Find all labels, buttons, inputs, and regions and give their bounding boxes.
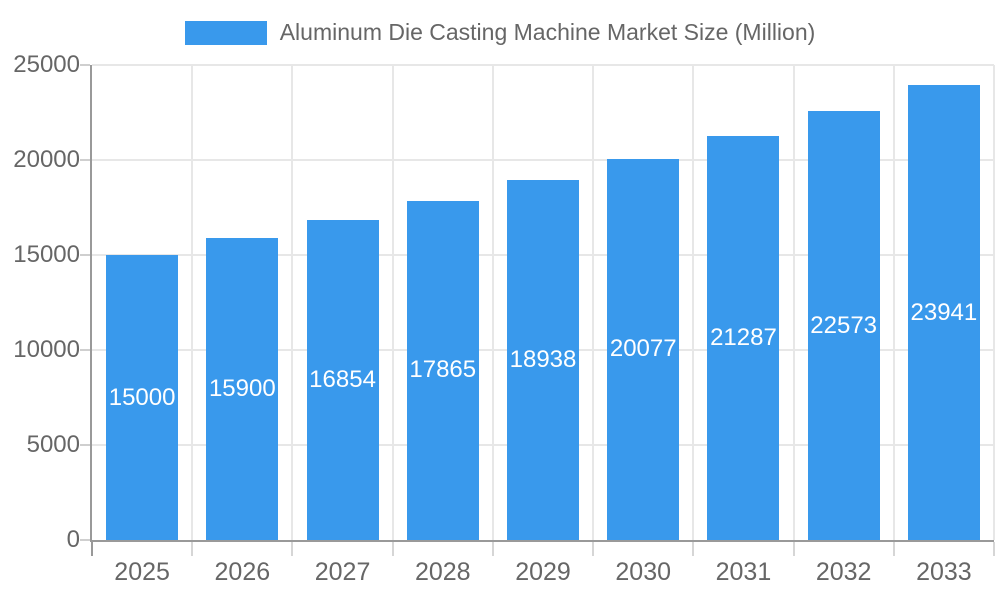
legend-label: Aluminum Die Casting Machine Market Size… bbox=[279, 19, 816, 45]
x-tick-mark bbox=[692, 542, 695, 556]
y-axis-tick-label: 5000 bbox=[26, 431, 80, 458]
x-gridline bbox=[592, 65, 595, 540]
x-tick-mark bbox=[391, 542, 394, 556]
y-tick-mark bbox=[80, 349, 90, 351]
bar: 23941 bbox=[907, 85, 980, 540]
bar: 18938 bbox=[507, 180, 579, 540]
y-axis-tick-label: 20000 bbox=[13, 146, 80, 173]
x-gridline bbox=[892, 65, 895, 540]
x-axis-tick-label: 2025 bbox=[114, 558, 170, 586]
bar: 15900 bbox=[206, 237, 279, 540]
x-axis-tick-label: 2032 bbox=[815, 558, 872, 586]
y-gridline bbox=[92, 64, 994, 66]
x-axis-tick-label: 2031 bbox=[715, 558, 772, 586]
x-gridline bbox=[291, 65, 294, 540]
bar-value-label: 15900 bbox=[208, 374, 276, 402]
x-tick-mark bbox=[291, 542, 294, 556]
x-axis-tick-label: 2026 bbox=[214, 558, 271, 586]
bar: 15000 bbox=[106, 255, 179, 540]
x-gridline bbox=[491, 65, 494, 540]
legend-item[interactable]: Aluminum Die Casting Machine Market Size… bbox=[184, 19, 816, 46]
bar-value-label: 20077 bbox=[609, 335, 677, 363]
y-gridline bbox=[92, 159, 994, 161]
x-gridline bbox=[391, 65, 394, 540]
y-axis-tick-label: 10000 bbox=[13, 336, 80, 363]
bar-value-label: 16854 bbox=[309, 365, 376, 393]
x-axis-tick-label: 2028 bbox=[414, 558, 471, 586]
bar: 22573 bbox=[807, 111, 880, 540]
y-tick-mark bbox=[80, 159, 90, 161]
x-axis-tick-label: 2027 bbox=[314, 558, 371, 586]
x-tick-mark bbox=[491, 542, 494, 556]
y-tick-mark bbox=[80, 64, 90, 66]
x-tick-mark bbox=[792, 542, 795, 556]
bar-value-label: 22573 bbox=[810, 311, 878, 339]
bar-value-label: 21287 bbox=[710, 323, 777, 351]
y-axis-tick-label: 15000 bbox=[13, 241, 80, 268]
y-tick-mark bbox=[80, 444, 90, 446]
y-axis-tick-label: 25000 bbox=[13, 51, 80, 78]
bar-value-label: 18938 bbox=[509, 346, 577, 374]
x-axis-tick-label: 2029 bbox=[515, 558, 571, 586]
x-tick-mark bbox=[592, 542, 595, 556]
legend-swatch bbox=[184, 20, 267, 45]
x-gridline bbox=[191, 65, 194, 540]
bar-value-label: 17865 bbox=[409, 356, 477, 384]
y-tick-mark bbox=[80, 254, 90, 256]
x-tick-mark bbox=[91, 542, 93, 556]
bar: 21287 bbox=[707, 135, 780, 540]
chart-legend: Aluminum Die Casting Machine Market Size… bbox=[0, 19, 1000, 46]
y-axis-tick-label: 0 bbox=[66, 526, 80, 553]
x-axis-tick-label: 2030 bbox=[615, 558, 672, 586]
bar-value-label: 15000 bbox=[108, 383, 176, 411]
x-axis-tick-label: 2033 bbox=[916, 558, 972, 586]
bar: 16854 bbox=[306, 219, 379, 540]
y-tick-mark bbox=[80, 539, 90, 541]
x-gridline bbox=[792, 65, 795, 540]
x-gridline bbox=[993, 65, 995, 540]
x-tick-mark bbox=[191, 542, 194, 556]
plot-area: 0 5000 10000 15000 20000 25000 15000 2025 15900 2… bbox=[13, 53, 995, 585]
x-gridline bbox=[692, 65, 695, 540]
x-tick-mark bbox=[892, 542, 895, 556]
bar: 20077 bbox=[607, 158, 680, 540]
x-tick-mark bbox=[993, 542, 995, 556]
bar-value-label: 23941 bbox=[910, 298, 978, 326]
bar: 17865 bbox=[406, 200, 479, 540]
